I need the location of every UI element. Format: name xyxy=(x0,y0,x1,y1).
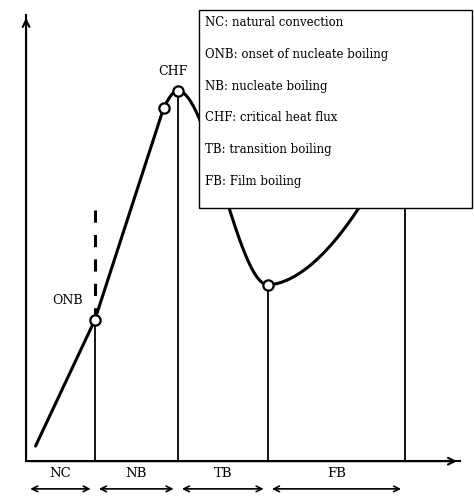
Text: NB: nucleate boiling: NB: nucleate boiling xyxy=(205,80,327,93)
Text: FB: Film boiling: FB: Film boiling xyxy=(205,175,301,188)
Text: CHF: CHF xyxy=(158,65,188,78)
Point xyxy=(264,281,272,289)
Text: NC: NC xyxy=(50,467,71,480)
Point xyxy=(401,119,409,128)
Text: NB: NB xyxy=(126,467,147,480)
Text: ONB: onset of nucleate boiling: ONB: onset of nucleate boiling xyxy=(205,48,388,61)
Text: TB: transition boiling: TB: transition boiling xyxy=(205,143,331,156)
Point xyxy=(174,87,182,95)
Text: TB: TB xyxy=(213,467,232,480)
Text: NC: natural convection: NC: natural convection xyxy=(205,16,343,29)
FancyBboxPatch shape xyxy=(199,10,472,208)
Text: ONB: ONB xyxy=(52,294,83,307)
Point xyxy=(91,316,99,324)
Point xyxy=(160,104,167,112)
Text: FB: FB xyxy=(327,467,346,480)
Text: CHF: critical heat flux: CHF: critical heat flux xyxy=(205,111,337,124)
